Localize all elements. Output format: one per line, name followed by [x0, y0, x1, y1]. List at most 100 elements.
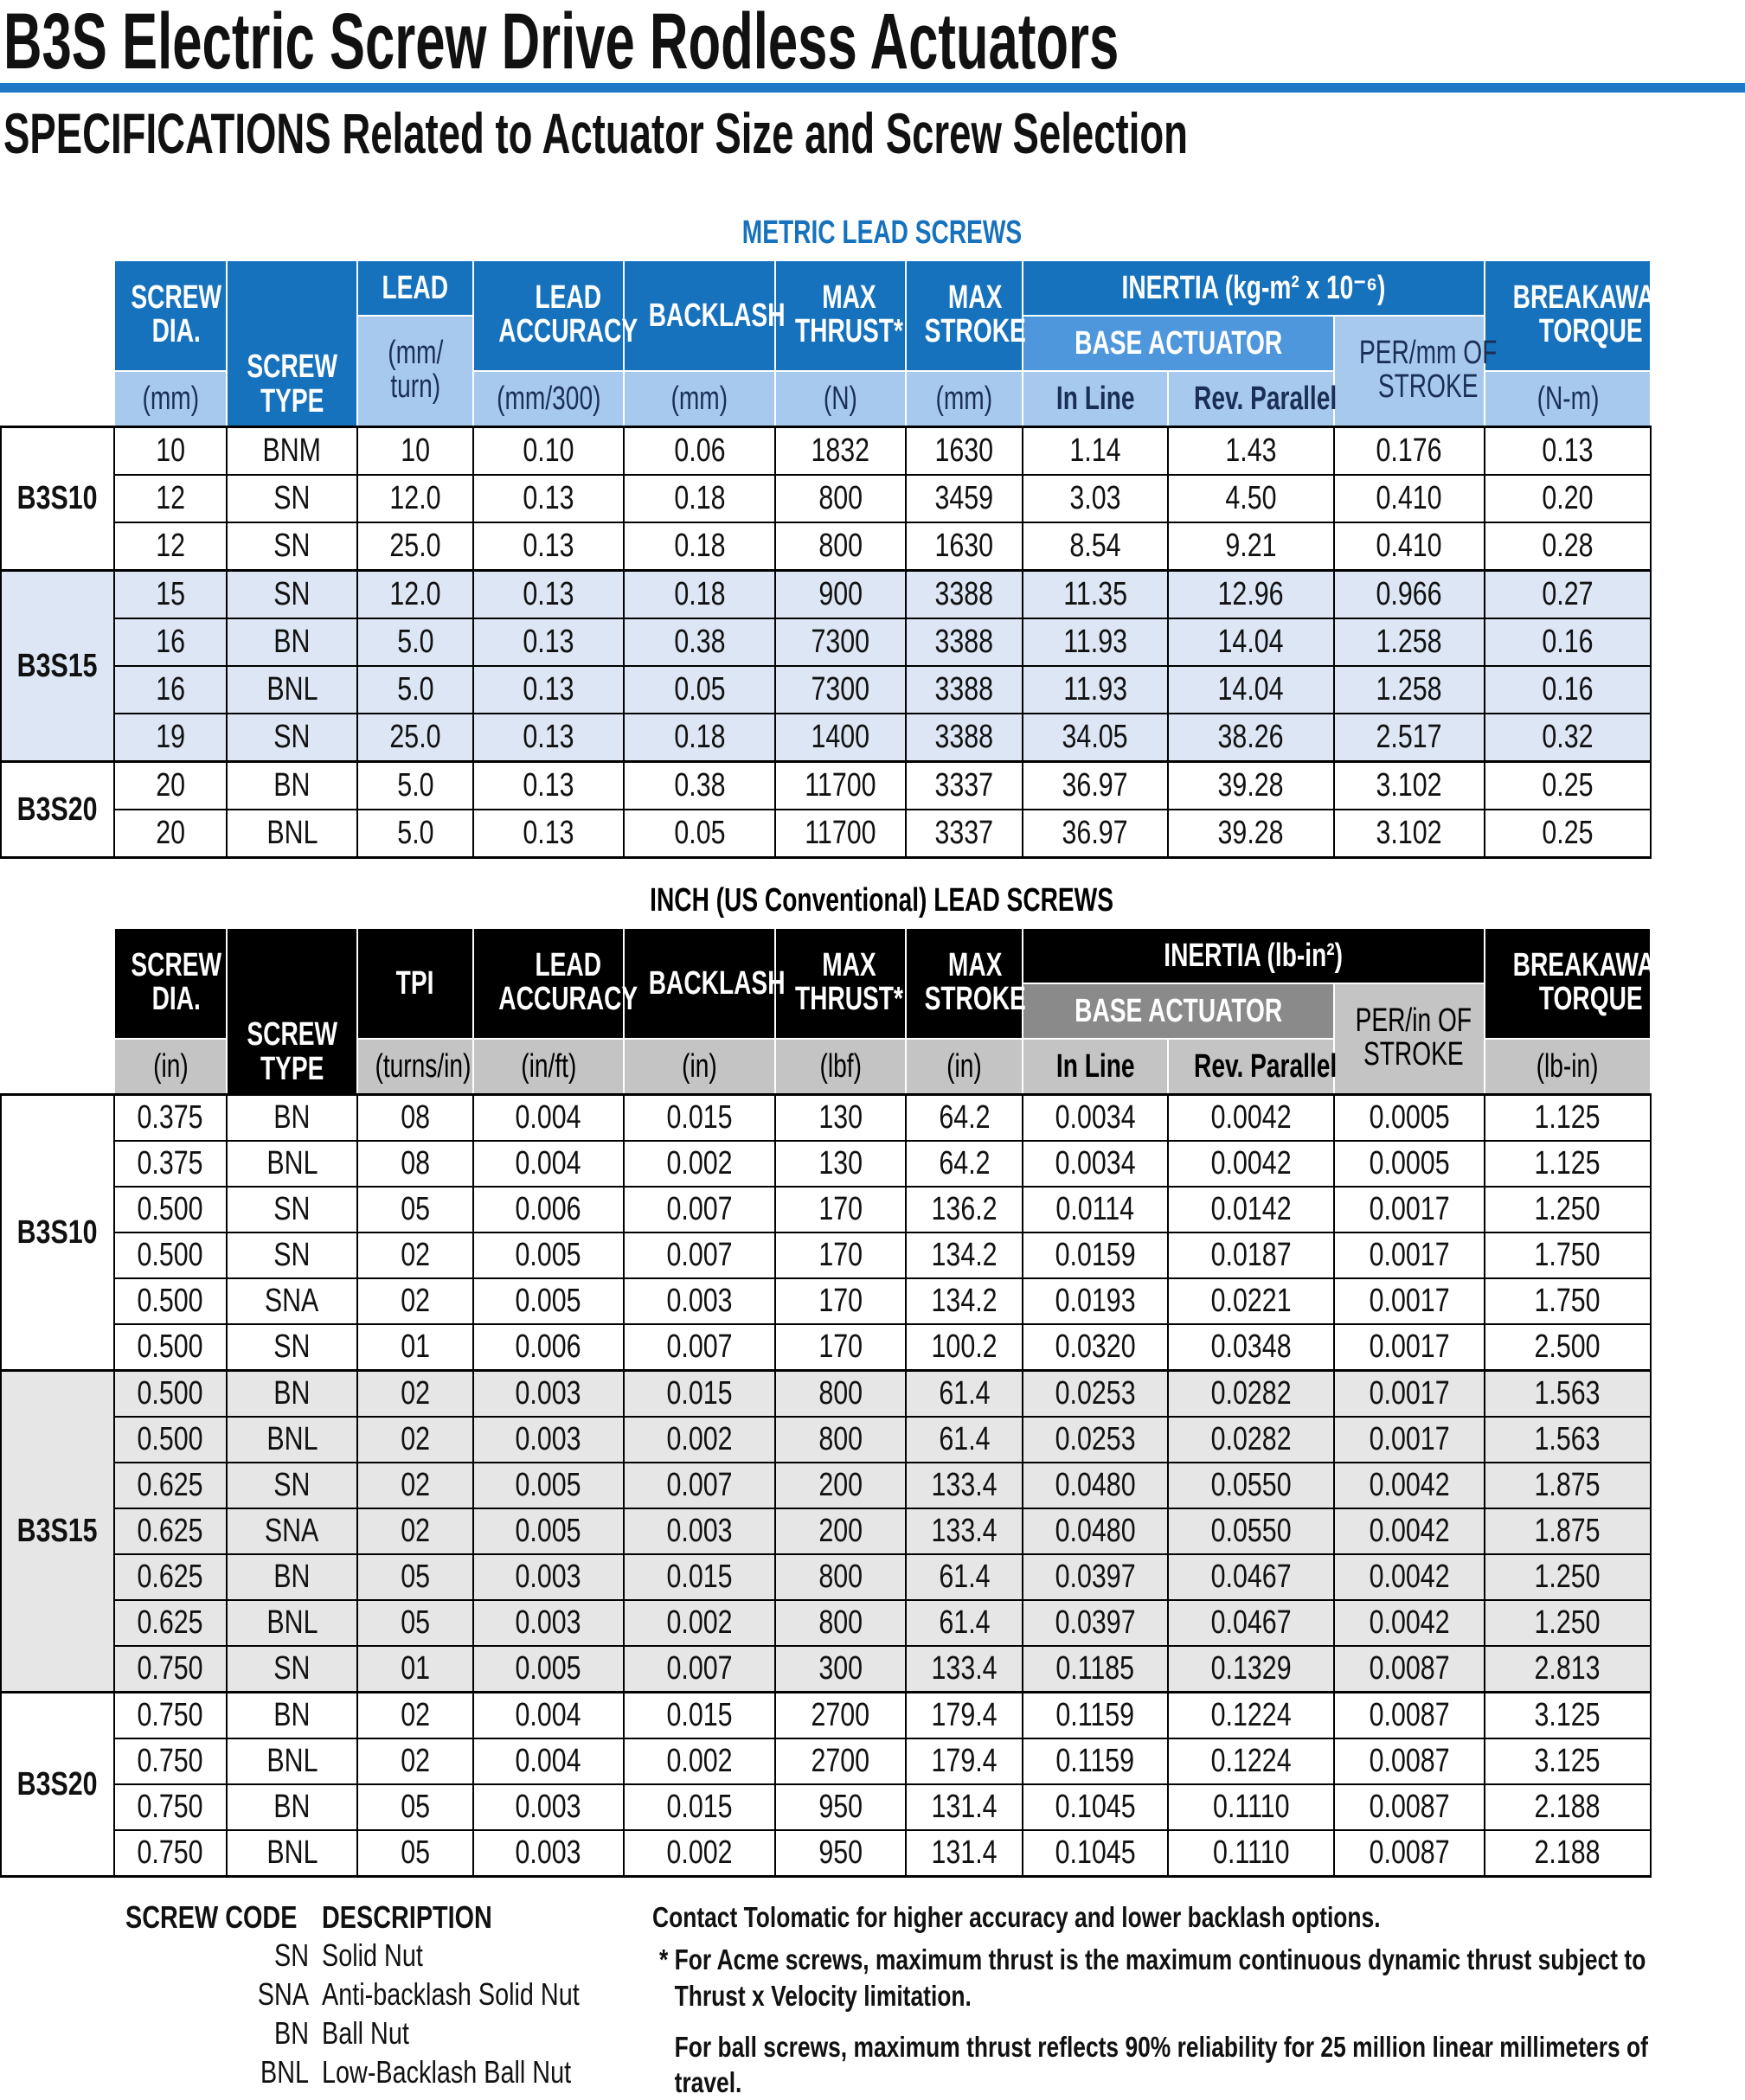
cell-text: 800: [818, 528, 863, 564]
cell-text: 0.0034: [1055, 1099, 1136, 1136]
table-cell: 0.16: [1484, 665, 1652, 714]
cell-text: 1.750: [1534, 1283, 1601, 1319]
table-cell: 0.16: [1484, 618, 1652, 667]
table-cell: 1.125: [1484, 1093, 1652, 1142]
table-cell: 0.10: [472, 426, 625, 476]
screw-code-text: BNL: [260, 2054, 309, 2090]
row-group: B3S20 0.750 BN 02 0.004 0.015 2700 179.4 0.1159 0…: [0, 1691, 1652, 1878]
table-cell: BNL: [226, 1140, 358, 1188]
cell-text: 0.1110: [1212, 1834, 1290, 1871]
table-cell: 02: [356, 1462, 474, 1509]
table-cell: 0.13: [472, 522, 625, 572]
cell-text: 0.05: [673, 815, 726, 851]
table-cell: 0.0017: [1332, 1323, 1486, 1372]
table-cell: 0.0042: [1332, 1599, 1486, 1647]
cell-text: 3388: [934, 624, 994, 660]
table-cell: 0.20: [1484, 474, 1652, 523]
table-cell: 7300: [774, 665, 907, 714]
table-cell: 0.0034: [1022, 1140, 1169, 1188]
table-cell: 0.003: [472, 1599, 625, 1647]
cell-text: 0.002: [666, 1743, 733, 1779]
table-cell: 130: [774, 1140, 907, 1188]
table-cell: BNL: [226, 1599, 358, 1647]
cell-text: 800: [818, 1421, 863, 1457]
cell-text: 900: [818, 576, 863, 612]
table-cell: 0.002: [623, 1829, 776, 1878]
header-text: (mm): [935, 380, 993, 417]
cell-text: 01: [401, 1650, 430, 1687]
table-cell: 0.0348: [1167, 1323, 1335, 1372]
header-text: (mm): [142, 380, 199, 417]
table-cell: 0.750: [113, 1738, 228, 1785]
table-cell: 0.007: [623, 1232, 776, 1279]
table-cell: 0.25: [1484, 760, 1652, 810]
cell-text: 0.0005: [1369, 1145, 1450, 1181]
cell-text: 0.500: [137, 1329, 204, 1365]
table-cell: 0.015: [623, 1553, 776, 1601]
cell-text: 0.003: [666, 1283, 733, 1319]
row-group: B3S15 0.500 BN 02 0.003 0.015 800 61.4 0.0253 0.0…: [0, 1369, 1652, 1693]
cell-text: BN: [273, 1559, 311, 1595]
cell-text: 200: [818, 1513, 863, 1549]
table-cell: 1.563: [1484, 1416, 1652, 1463]
table-row: 0.500 BNL 02 0.003 0.002 800 61.4 0.0253 0.0282 0…: [1, 1416, 1652, 1463]
cell-text: 12.0: [389, 576, 441, 612]
table-cell: 3.102: [1332, 760, 1486, 810]
header-text: (in): [152, 1047, 189, 1085]
table-cell: 16: [113, 665, 228, 714]
cell-text: 08: [401, 1145, 430, 1181]
table-cell: 1.875: [1484, 1508, 1652, 1555]
cell-text: 05: [401, 1604, 430, 1641]
group-cell: B3S15: [0, 1369, 115, 1693]
table-row: B3S15 15 SN 12.0 0.13 0.18 900 3388 11.35 12.96 0.…: [0, 569, 1652, 763]
subtitle: SPECIFICATIONS Related to Actuator Size …: [3, 101, 1189, 165]
screw-code: SN: [136, 1937, 309, 1974]
table-cell: 0.1159: [1022, 1691, 1169, 1739]
cell-text: 2700: [811, 1743, 870, 1779]
cell-text: 0.004: [515, 1743, 582, 1779]
cell-text: 0.004: [515, 1697, 582, 1733]
cell-text: 0.13: [523, 576, 574, 612]
cell-text: 0.0087: [1369, 1834, 1450, 1871]
table-cell: BNM: [226, 426, 358, 476]
table-cell: SN: [226, 1323, 358, 1372]
cell-text: 0.1110: [1212, 1789, 1290, 1825]
cell-text: 0.004: [515, 1145, 582, 1181]
header-cell: Rev. Parallel: [1167, 1038, 1337, 1096]
table-cell: 3337: [905, 809, 1023, 859]
table-cell: 2.517: [1332, 713, 1486, 763]
cell-text: 02: [401, 1283, 430, 1319]
table-cell: 1.875: [1484, 1462, 1652, 1509]
cell-text: 7300: [811, 671, 870, 707]
cell-text: BNL: [266, 1604, 318, 1641]
table-cell: 0.06: [623, 426, 776, 476]
table-cell: 3388: [905, 713, 1023, 763]
cell-text: 0.005: [515, 1283, 582, 1319]
screw-description-text: Solid Nut: [322, 1937, 423, 1973]
header-text: MAX STROKE: [924, 279, 1026, 350]
table-cell: BN: [226, 618, 358, 667]
cell-text: 0.003: [515, 1559, 582, 1595]
table-cell: 800: [774, 522, 907, 572]
table-cell: 0.750: [113, 1691, 228, 1739]
cell-text: 0.1224: [1210, 1697, 1292, 1733]
cell-text: 1.250: [1534, 1191, 1601, 1227]
cell-text: 12.96: [1217, 576, 1285, 612]
cell-text: 0.0480: [1055, 1513, 1136, 1549]
screw-description: Ball Nut: [322, 2015, 431, 2052]
table-cell: 12.0: [356, 474, 474, 523]
cell-text: 0.006: [515, 1191, 582, 1227]
cell-text: 02: [401, 1375, 430, 1412]
table-cell: 131.4: [905, 1829, 1023, 1878]
table-cell: BN: [226, 1691, 358, 1739]
header-cell: (lb-in): [1484, 1038, 1652, 1096]
table-cell: 0.0159: [1022, 1232, 1169, 1279]
table-cell: 0.32: [1484, 713, 1652, 763]
table-cell: 0.500: [113, 1323, 228, 1372]
table-cell: 0.0087: [1332, 1691, 1486, 1739]
header-text: BREAKAWAY TORQUE: [1512, 279, 1669, 350]
table-cell: 0.0467: [1167, 1553, 1335, 1601]
cell-text: 0.1329: [1210, 1650, 1292, 1687]
group-label: B3S20: [17, 1765, 98, 1802]
table-cell: 05: [356, 1829, 474, 1878]
